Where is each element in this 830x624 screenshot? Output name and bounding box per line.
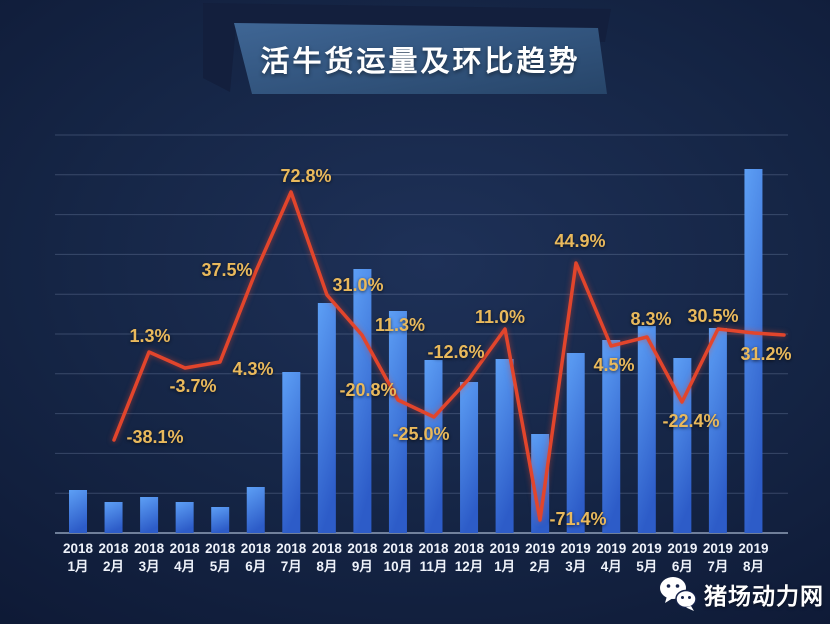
x-axis-labels: 2018 1月 2018 2月 2018 3月 2018 4月 2018 5月 2018 6月 2018… bbox=[63, 541, 768, 574]
pct-labels: -38.1%1.3%-3.7%4.3%37.5%72.8%31.0%11.3%-… bbox=[126, 166, 791, 529]
pct-label: 44.9% bbox=[554, 231, 605, 251]
x-axis-label-year: 2019 bbox=[525, 541, 555, 556]
pct-label: -22.4% bbox=[662, 411, 719, 431]
volume-bar bbox=[388, 311, 407, 533]
x-axis-label-month: 6月 bbox=[672, 559, 693, 574]
x-axis-label-year: 2018 bbox=[205, 541, 236, 556]
x-axis-label-year: 2018 bbox=[170, 541, 201, 556]
x-axis-label-month: 6月 bbox=[245, 559, 266, 574]
brand-name: 猪场动力网 bbox=[704, 583, 824, 609]
x-axis-label-month: 10月 bbox=[384, 559, 413, 574]
volume-bar bbox=[460, 382, 479, 533]
x-axis-label-year: 2019 bbox=[596, 541, 626, 556]
volume-bar bbox=[69, 490, 87, 533]
x-axis-label-month: 9月 bbox=[352, 559, 373, 574]
x-axis-label-month: 1月 bbox=[494, 559, 515, 574]
pct-label: -20.8% bbox=[339, 380, 396, 400]
x-axis-label-year: 2018 bbox=[418, 541, 449, 556]
volume-bar bbox=[708, 328, 727, 533]
volume-bar bbox=[282, 372, 301, 533]
x-axis-label-month: 3月 bbox=[139, 559, 160, 574]
x-axis-label-month: 3月 bbox=[565, 559, 586, 574]
pct-label: -12.6% bbox=[427, 342, 484, 362]
volume-bar bbox=[424, 360, 443, 533]
x-axis-label-month: 2月 bbox=[103, 559, 124, 574]
x-axis-label-year: 2019 bbox=[738, 541, 768, 556]
volume-bar bbox=[602, 340, 621, 533]
volume-bar bbox=[531, 434, 550, 533]
pct-label: 31.2% bbox=[740, 344, 791, 364]
x-axis-label-month: 8月 bbox=[743, 559, 764, 574]
pct-label: -25.0% bbox=[392, 424, 449, 444]
x-axis-label-year: 2019 bbox=[561, 541, 591, 556]
x-axis-label-month: 2月 bbox=[530, 559, 551, 574]
volume-bar bbox=[637, 326, 656, 533]
x-axis-label-month: 11月 bbox=[420, 559, 448, 574]
pct-label: 8.3% bbox=[630, 309, 671, 329]
x-axis-label-month: 4月 bbox=[174, 559, 195, 574]
trend-line-group bbox=[112, 190, 786, 522]
pct-label: 4.5% bbox=[593, 355, 634, 375]
volume-bar bbox=[353, 269, 372, 533]
x-axis-label-year: 2019 bbox=[490, 541, 520, 556]
pct-label: 30.5% bbox=[687, 306, 738, 326]
pct-label: 11.0% bbox=[475, 307, 525, 327]
pct-label: -3.7% bbox=[169, 376, 216, 396]
pct-label: 72.8% bbox=[280, 166, 331, 186]
x-axis-label-month: 5月 bbox=[636, 559, 657, 574]
chart-title: 活牛货运量及环比趋势 bbox=[260, 46, 581, 78]
pct-label: -71.4% bbox=[549, 509, 606, 529]
volume-bar bbox=[566, 353, 585, 533]
pct-label: -38.1% bbox=[126, 427, 183, 447]
pct-label: 1.3% bbox=[129, 326, 170, 346]
x-axis-label-month: 4月 bbox=[601, 559, 622, 574]
pct-label: 37.5% bbox=[201, 260, 252, 280]
volume-bar bbox=[744, 169, 763, 533]
gridlines bbox=[55, 134, 788, 534]
x-axis-label-year: 2018 bbox=[347, 541, 378, 556]
x-axis-label-year: 2018 bbox=[383, 541, 414, 556]
volume-bar bbox=[495, 359, 514, 533]
volume-bar bbox=[317, 303, 336, 533]
volume-bar bbox=[246, 487, 265, 533]
x-axis-label-month: 8月 bbox=[316, 559, 337, 574]
x-axis-label-year: 2019 bbox=[667, 541, 697, 556]
trend-line bbox=[112, 190, 786, 522]
volume-bar bbox=[104, 502, 123, 533]
x-axis-label-month: 1月 bbox=[67, 559, 88, 574]
x-axis-label-year: 2019 bbox=[632, 541, 662, 556]
wechat-icon bbox=[660, 577, 697, 611]
x-axis-label-year: 2018 bbox=[99, 541, 130, 556]
x-axis-label-year: 2018 bbox=[312, 541, 343, 556]
pct-label: 4.3% bbox=[232, 359, 273, 379]
brand-footer: 猪场动力网 bbox=[658, 575, 824, 613]
x-axis-label-year: 2019 bbox=[703, 541, 733, 556]
x-axis-label-year: 2018 bbox=[276, 541, 307, 556]
pct-label: 11.3% bbox=[375, 315, 425, 335]
x-axis-label-month: 5月 bbox=[210, 559, 231, 574]
pct-label: 31.0% bbox=[332, 275, 383, 295]
x-axis-label-year: 2018 bbox=[454, 541, 485, 556]
x-axis-label-year: 2018 bbox=[63, 541, 94, 556]
volume-bar bbox=[211, 507, 230, 533]
volume-bar bbox=[673, 358, 692, 533]
x-axis-label-month: 7月 bbox=[281, 559, 302, 574]
x-axis-label-month: 12月 bbox=[455, 559, 484, 574]
volume-bar bbox=[140, 497, 159, 533]
volume-bar bbox=[175, 502, 194, 533]
x-axis-label-year: 2018 bbox=[241, 541, 272, 556]
volume-bars bbox=[69, 169, 763, 533]
x-axis-label-month: 7月 bbox=[707, 559, 728, 574]
x-axis-label-year: 2018 bbox=[134, 541, 165, 556]
